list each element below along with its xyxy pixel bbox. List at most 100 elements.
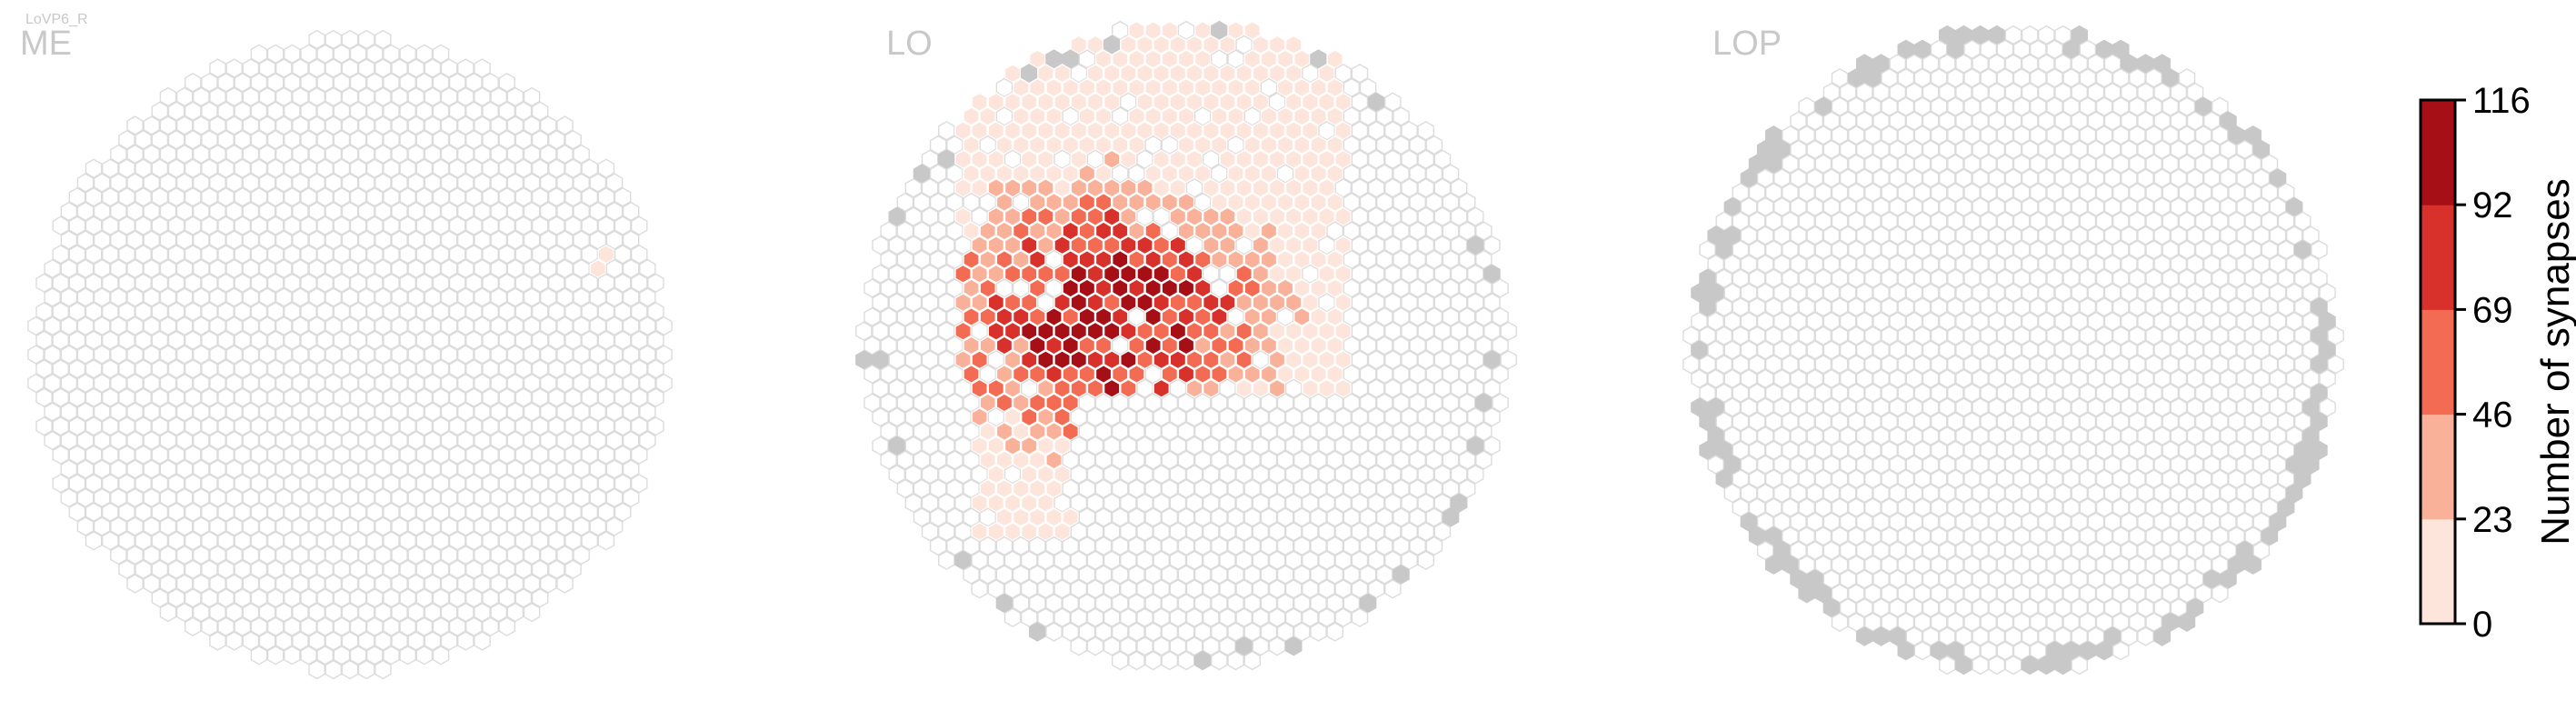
hex-column xyxy=(2021,54,2039,74)
hex-column xyxy=(1003,177,1022,198)
hex-column xyxy=(333,215,351,235)
hex-column xyxy=(341,602,359,623)
hex-column xyxy=(118,387,135,407)
hex-column xyxy=(1211,335,1228,355)
hex-column xyxy=(357,487,375,508)
hex-column xyxy=(1401,206,1418,227)
hex-column xyxy=(1326,593,1344,614)
cell-type-label: LoVP6_R xyxy=(25,12,88,27)
hex-column xyxy=(573,516,590,536)
hex-column xyxy=(1144,306,1162,327)
hex-column xyxy=(1177,507,1195,527)
hex-column xyxy=(1433,378,1452,398)
hex-column xyxy=(440,574,458,594)
hex-column xyxy=(1144,507,1162,527)
hex-column xyxy=(589,373,607,394)
hex-column xyxy=(1343,335,1361,355)
hex-column xyxy=(1367,149,1385,170)
hex-column xyxy=(201,416,218,436)
hex-column xyxy=(399,72,416,93)
hex-column xyxy=(1409,278,1426,298)
hex-column xyxy=(258,545,276,566)
hex-column xyxy=(1475,450,1493,470)
hex-column xyxy=(275,287,293,307)
hex-column xyxy=(1276,77,1294,98)
hex-column xyxy=(564,245,582,265)
hex-column xyxy=(921,321,939,341)
hex-column xyxy=(1334,579,1353,599)
hex-column xyxy=(1111,650,1129,671)
hex-column xyxy=(1284,378,1303,398)
hex-column xyxy=(490,459,507,479)
hex-column xyxy=(424,545,442,566)
hex-column xyxy=(1227,106,1244,126)
hex-column xyxy=(1028,164,1046,184)
hex-column xyxy=(1252,550,1270,570)
hex-column xyxy=(474,230,491,250)
hex-column xyxy=(498,129,515,150)
hex-column xyxy=(1235,550,1253,570)
hex-column xyxy=(1128,335,1145,355)
hex-column xyxy=(1293,77,1311,98)
hex-column xyxy=(913,249,931,270)
hex-column xyxy=(995,364,1013,385)
hex-column xyxy=(937,407,955,427)
hex-column xyxy=(872,321,889,341)
hex-column xyxy=(234,359,252,379)
hex-column xyxy=(1161,335,1179,355)
hex-column xyxy=(1252,436,1270,456)
hex-column xyxy=(391,115,408,135)
hex-column xyxy=(482,245,499,265)
hex-column xyxy=(52,387,70,407)
hex-column xyxy=(1334,350,1353,370)
hex-column xyxy=(209,173,226,193)
hex-column xyxy=(498,72,515,93)
hex-column xyxy=(374,144,392,165)
hex-column xyxy=(1293,536,1311,556)
hex-column xyxy=(514,559,533,579)
hex-column xyxy=(1243,507,1262,527)
hex-column xyxy=(440,86,458,107)
hex-column xyxy=(1012,106,1030,126)
hex-column xyxy=(614,273,632,293)
hex-column xyxy=(374,631,392,651)
hex-column xyxy=(1293,306,1311,327)
hex-column xyxy=(432,215,450,235)
hex-column xyxy=(482,445,499,465)
hex-column xyxy=(2046,39,2063,60)
hex-column xyxy=(1483,321,1501,341)
hex-column xyxy=(1276,421,1294,442)
hex-column xyxy=(540,487,557,508)
hex-column xyxy=(2120,111,2138,131)
hex-column xyxy=(101,158,119,179)
hex-column xyxy=(1219,407,1236,427)
hex-column xyxy=(1153,235,1171,255)
hex-column xyxy=(655,315,673,336)
hex-column xyxy=(614,330,632,350)
hex-column xyxy=(1326,221,1344,241)
hex-column xyxy=(1028,593,1046,614)
hex-column xyxy=(201,445,218,465)
hex-column xyxy=(300,186,317,207)
hex-column xyxy=(1293,221,1311,241)
hex-column xyxy=(1359,77,1377,98)
colorbar-tick-label: 116 xyxy=(2472,81,2531,121)
hex-column xyxy=(1302,321,1319,341)
hex-column xyxy=(1003,120,1022,141)
hex-column xyxy=(1252,206,1270,227)
hex-column xyxy=(904,493,923,513)
hex-column xyxy=(349,387,367,407)
hex-column xyxy=(1260,106,1278,126)
hex-column xyxy=(324,230,343,250)
hex-column xyxy=(159,315,177,336)
hex-column xyxy=(597,531,615,551)
hex-column xyxy=(1185,550,1203,570)
hex-column xyxy=(921,407,939,427)
hex-column xyxy=(548,474,565,494)
hex-column xyxy=(242,258,260,279)
hex-column xyxy=(440,258,458,279)
hex-column xyxy=(448,245,466,265)
hex-column xyxy=(2153,54,2172,74)
hex-column xyxy=(1359,164,1377,184)
hex-column xyxy=(946,278,964,298)
